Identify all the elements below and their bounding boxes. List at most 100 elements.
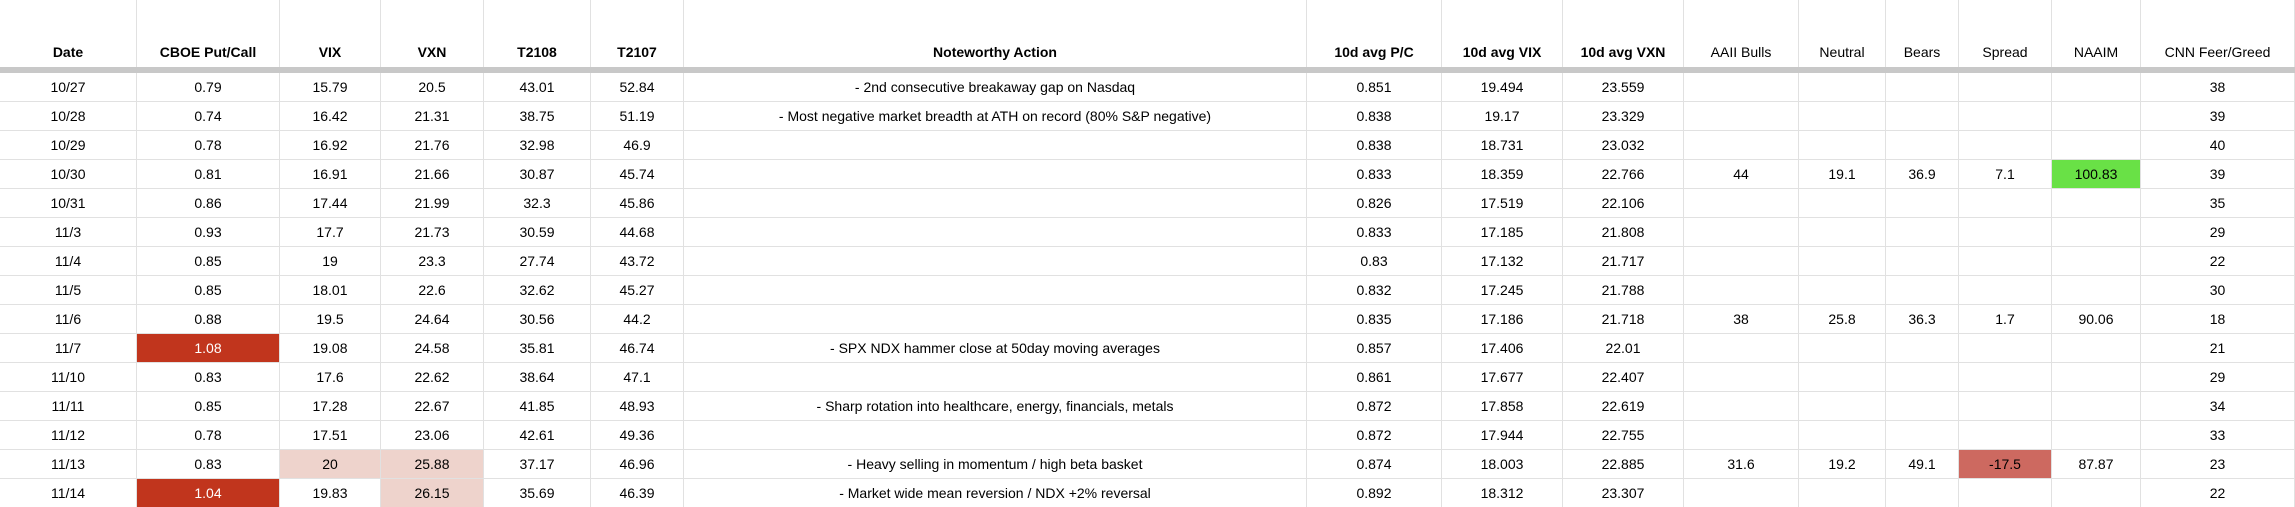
header-cell-spread[interactable]: Spread bbox=[1959, 0, 2052, 67]
header-cell-vix[interactable]: VIX bbox=[280, 0, 381, 67]
table-cell-naaim[interactable] bbox=[2052, 392, 2141, 420]
table-cell-date[interactable]: 10/28 bbox=[0, 102, 137, 130]
table-cell-10d-avg-vxn[interactable]: 22.01 bbox=[1563, 334, 1684, 362]
table-cell-10d-avg-vxn[interactable]: 22.619 bbox=[1563, 392, 1684, 420]
table-cell-10d-avg-vxn[interactable]: 23.559 bbox=[1563, 73, 1684, 101]
table-cell-noteworthy-action[interactable] bbox=[684, 363, 1307, 391]
table-cell-neutral[interactable] bbox=[1799, 392, 1886, 420]
table-cell-10d-avg-vix[interactable]: 18.359 bbox=[1442, 160, 1563, 188]
table-cell-vix[interactable]: 17.28 bbox=[280, 392, 381, 420]
header-cell-date[interactable]: Date bbox=[0, 0, 137, 67]
table-cell-bears[interactable] bbox=[1886, 73, 1959, 101]
table-cell-spread[interactable] bbox=[1959, 276, 2052, 304]
table-cell-vxn[interactable]: 20.5 bbox=[381, 73, 484, 101]
table-cell-10d-avg-vxn[interactable]: 21.788 bbox=[1563, 276, 1684, 304]
table-cell-cnn-feer-greed[interactable]: 18 bbox=[2141, 305, 2295, 333]
table-cell-date[interactable]: 11/11 bbox=[0, 392, 137, 420]
table-cell-vix[interactable]: 16.92 bbox=[280, 131, 381, 159]
table-cell-cnn-feer-greed[interactable]: 22 bbox=[2141, 247, 2295, 275]
table-cell-10d-avg-p-c[interactable]: 0.832 bbox=[1307, 276, 1442, 304]
table-cell-cboe-put-call[interactable]: 0.85 bbox=[137, 392, 280, 420]
table-cell-10d-avg-vxn[interactable]: 22.407 bbox=[1563, 363, 1684, 391]
table-cell-10d-avg-vxn[interactable]: 21.808 bbox=[1563, 218, 1684, 246]
table-cell-noteworthy-action[interactable]: - Sharp rotation into healthcare, energy… bbox=[684, 392, 1307, 420]
table-cell-naaim[interactable] bbox=[2052, 131, 2141, 159]
table-cell-neutral[interactable] bbox=[1799, 247, 1886, 275]
table-cell-naaim[interactable] bbox=[2052, 276, 2141, 304]
table-cell-vxn[interactable]: 26.15 bbox=[381, 479, 484, 507]
table-cell-vix[interactable]: 17.44 bbox=[280, 189, 381, 217]
table-cell-aaii-bulls[interactable] bbox=[1684, 102, 1799, 130]
table-cell-aaii-bulls[interactable] bbox=[1684, 334, 1799, 362]
table-cell-10d-avg-vix[interactable]: 18.003 bbox=[1442, 450, 1563, 478]
table-cell-t2107[interactable]: 46.74 bbox=[591, 334, 684, 362]
header-cell-10d-avg-vxn[interactable]: 10d avg VXN bbox=[1563, 0, 1684, 67]
table-cell-10d-avg-vix[interactable]: 17.677 bbox=[1442, 363, 1563, 391]
table-cell-cboe-put-call[interactable]: 0.83 bbox=[137, 450, 280, 478]
table-cell-aaii-bulls[interactable]: 38 bbox=[1684, 305, 1799, 333]
table-cell-aaii-bulls[interactable] bbox=[1684, 218, 1799, 246]
table-cell-aaii-bulls[interactable] bbox=[1684, 73, 1799, 101]
table-cell-noteworthy-action[interactable]: - Market wide mean reversion / NDX +2% r… bbox=[684, 479, 1307, 507]
table-cell-vxn[interactable]: 21.73 bbox=[381, 218, 484, 246]
table-cell-cnn-feer-greed[interactable]: 22 bbox=[2141, 479, 2295, 507]
table-cell-vix[interactable]: 19.5 bbox=[280, 305, 381, 333]
table-cell-10d-avg-vix[interactable]: 17.186 bbox=[1442, 305, 1563, 333]
table-cell-noteworthy-action[interactable] bbox=[684, 160, 1307, 188]
table-cell-vix[interactable]: 19 bbox=[280, 247, 381, 275]
table-cell-spread[interactable]: -17.5 bbox=[1959, 450, 2052, 478]
table-cell-t2108[interactable]: 30.59 bbox=[484, 218, 591, 246]
table-cell-spread[interactable] bbox=[1959, 247, 2052, 275]
table-cell-bears[interactable]: 36.3 bbox=[1886, 305, 1959, 333]
header-cell-t2108[interactable]: T2108 bbox=[484, 0, 591, 67]
table-cell-naaim[interactable] bbox=[2052, 421, 2141, 449]
table-cell-date[interactable]: 10/30 bbox=[0, 160, 137, 188]
table-cell-t2108[interactable]: 30.87 bbox=[484, 160, 591, 188]
table-cell-date[interactable]: 10/29 bbox=[0, 131, 137, 159]
table-cell-date[interactable]: 11/4 bbox=[0, 247, 137, 275]
table-cell-neutral[interactable] bbox=[1799, 189, 1886, 217]
table-cell-t2108[interactable]: 35.81 bbox=[484, 334, 591, 362]
table-cell-bears[interactable] bbox=[1886, 363, 1959, 391]
table-cell-t2108[interactable]: 42.61 bbox=[484, 421, 591, 449]
table-cell-10d-avg-p-c[interactable]: 0.874 bbox=[1307, 450, 1442, 478]
frozen-row-divider[interactable] bbox=[0, 67, 2295, 73]
table-cell-10d-avg-p-c[interactable]: 0.861 bbox=[1307, 363, 1442, 391]
table-cell-t2107[interactable]: 46.9 bbox=[591, 131, 684, 159]
table-cell-t2108[interactable]: 37.17 bbox=[484, 450, 591, 478]
table-cell-vxn[interactable]: 22.6 bbox=[381, 276, 484, 304]
table-cell-cnn-feer-greed[interactable]: 30 bbox=[2141, 276, 2295, 304]
table-cell-date[interactable]: 11/13 bbox=[0, 450, 137, 478]
table-cell-aaii-bulls[interactable] bbox=[1684, 363, 1799, 391]
table-cell-spread[interactable] bbox=[1959, 73, 2052, 101]
table-cell-aaii-bulls[interactable] bbox=[1684, 276, 1799, 304]
table-cell-naaim[interactable] bbox=[2052, 189, 2141, 217]
table-cell-10d-avg-vxn[interactable]: 23.032 bbox=[1563, 131, 1684, 159]
table-cell-10d-avg-vxn[interactable]: 22.755 bbox=[1563, 421, 1684, 449]
table-cell-vix[interactable]: 19.08 bbox=[280, 334, 381, 362]
table-cell-neutral[interactable] bbox=[1799, 276, 1886, 304]
table-cell-bears[interactable] bbox=[1886, 102, 1959, 130]
table-cell-vix[interactable]: 18.01 bbox=[280, 276, 381, 304]
table-cell-vix[interactable]: 17.7 bbox=[280, 218, 381, 246]
table-cell-t2108[interactable]: 32.62 bbox=[484, 276, 591, 304]
header-cell-naaim[interactable]: NAAIM bbox=[2052, 0, 2141, 67]
table-cell-neutral[interactable] bbox=[1799, 421, 1886, 449]
table-cell-cnn-feer-greed[interactable]: 29 bbox=[2141, 218, 2295, 246]
table-cell-neutral[interactable] bbox=[1799, 102, 1886, 130]
table-cell-vxn[interactable]: 22.67 bbox=[381, 392, 484, 420]
table-cell-vxn[interactable]: 23.06 bbox=[381, 421, 484, 449]
header-cell-cnn-feer-greed[interactable]: CNN Feer/Greed bbox=[2141, 0, 2295, 67]
table-cell-aaii-bulls[interactable]: 44 bbox=[1684, 160, 1799, 188]
table-cell-naaim[interactable] bbox=[2052, 102, 2141, 130]
table-cell-spread[interactable] bbox=[1959, 131, 2052, 159]
table-cell-vix[interactable]: 19.83 bbox=[280, 479, 381, 507]
table-cell-10d-avg-vix[interactable]: 17.245 bbox=[1442, 276, 1563, 304]
table-cell-spread[interactable]: 1.7 bbox=[1959, 305, 2052, 333]
table-cell-t2108[interactable]: 38.75 bbox=[484, 102, 591, 130]
table-cell-10d-avg-vxn[interactable]: 22.766 bbox=[1563, 160, 1684, 188]
table-cell-noteworthy-action[interactable]: - SPX NDX hammer close at 50day moving a… bbox=[684, 334, 1307, 362]
table-cell-aaii-bulls[interactable] bbox=[1684, 131, 1799, 159]
header-cell-t2107[interactable]: T2107 bbox=[591, 0, 684, 67]
table-cell-naaim[interactable] bbox=[2052, 218, 2141, 246]
